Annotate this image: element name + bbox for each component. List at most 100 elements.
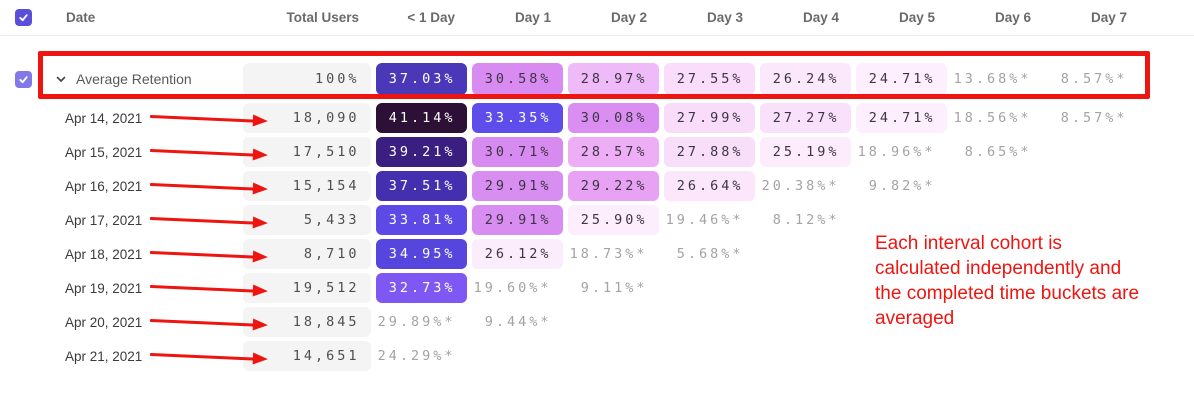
- cohort-date-label: Apr 17, 2021: [65, 212, 143, 228]
- retention-value-cell[interactable]: 37.03%: [375, 63, 467, 95]
- retention-value-cell[interactable]: 25.19%: [759, 137, 851, 167]
- retention-value-incomplete[interactable]: 19.46%*: [665, 212, 744, 228]
- column-header-day-3[interactable]: Day 3: [706, 10, 743, 25]
- column-header-day-5[interactable]: Day 5: [898, 10, 935, 25]
- header-gap: [0, 36, 1194, 57]
- column-header--1-day[interactable]: < 1 Day: [407, 10, 455, 25]
- column-header-day-6[interactable]: Day 6: [994, 10, 1031, 25]
- retention-value-cell[interactable]: 27.88%: [663, 137, 755, 167]
- retention-cell-slot: 41.14%: [373, 103, 469, 133]
- cohort-row[interactable]: Apr 16, 2021 15,154 37.51% 29.91% 29.22% 26.6…: [0, 169, 1194, 203]
- cohort-date-label: Apr 18, 2021: [65, 246, 143, 262]
- select-all-checkbox[interactable]: [15, 9, 32, 26]
- retention-value-incomplete[interactable]: 8.12%*: [772, 212, 840, 228]
- retention-value-incomplete[interactable]: 18.96%*: [857, 144, 936, 160]
- retention-cell-slot: 37.03%: [373, 63, 469, 95]
- retention-value-incomplete[interactable]: 20.38%*: [761, 178, 840, 194]
- retention-value-incomplete[interactable]: 9.44%*: [484, 314, 552, 330]
- column-header-day-1[interactable]: Day 1: [514, 10, 551, 25]
- cohort-date-label: Apr 15, 2021: [65, 144, 143, 160]
- retention-cell-slot: 8.57%*: [1045, 63, 1141, 95]
- chevron-down-icon[interactable]: [55, 73, 67, 85]
- cohort-row[interactable]: Apr 17, 2021 5,433 33.81% 29.91% 25.90% 19.46…: [0, 203, 1194, 237]
- retention-cell-slot: 28.97%: [565, 63, 661, 95]
- retention-value-cell[interactable]: 33.81%: [375, 205, 467, 235]
- retention-value-cell[interactable]: 39.21%: [375, 137, 467, 167]
- retention-cell-slot: 34.95%: [373, 239, 469, 269]
- retention-cell-slot: 28.57%: [565, 137, 661, 167]
- retention-value-cell[interactable]: 26.12%: [471, 239, 563, 269]
- cohort-row[interactable]: Apr 21, 2021 14,651 24.29%*: [0, 339, 1194, 373]
- retention-cell-slot: 19.60%*: [469, 273, 565, 303]
- retention-cell-slot: 18.56%*: [949, 103, 1045, 133]
- retention-cell-slot: 27.88%: [661, 137, 757, 167]
- retention-value-cell[interactable]: 30.71%: [471, 137, 563, 167]
- total-users-cell: 19,512: [242, 273, 371, 303]
- retention-value-cell[interactable]: 24.71%: [855, 103, 947, 133]
- average-row-checkbox[interactable]: [15, 70, 32, 88]
- retention-cell-slot: 13.68%*: [949, 63, 1045, 95]
- retention-cell-slot: 27.27%: [757, 103, 853, 133]
- retention-cell-slot: 37.51%: [373, 171, 469, 201]
- retention-value-incomplete[interactable]: 19.60%*: [473, 280, 552, 296]
- retention-value-incomplete[interactable]: 8.57%*: [1060, 71, 1128, 87]
- cohort-row[interactable]: Apr 14, 2021 18,090 41.14% 33.35% 30.08% 27.9…: [0, 101, 1194, 135]
- cohort-date-label: Apr 21, 2021: [65, 348, 143, 364]
- cohort-row[interactable]: Apr 15, 2021 17,510 39.21% 30.71% 28.57% 27.8…: [0, 135, 1194, 169]
- retention-value-cell[interactable]: 26.24%: [759, 63, 851, 95]
- retention-value-incomplete[interactable]: 8.57%*: [1060, 110, 1128, 126]
- retention-value-cell[interactable]: 29.22%: [567, 171, 659, 201]
- retention-cell-slot: 9.82%*: [853, 171, 949, 201]
- total-users-cell: 17,510: [242, 137, 371, 167]
- retention-value-cell[interactable]: 27.55%: [663, 63, 755, 95]
- retention-value-cell[interactable]: 29.91%: [471, 205, 563, 235]
- retention-cell-slot: 26.12%: [469, 239, 565, 269]
- retention-cell-slot: 32.73%: [373, 273, 469, 303]
- retention-value-incomplete[interactable]: 18.73%*: [569, 246, 648, 262]
- retention-cell-slot: 9.11%*: [565, 273, 661, 303]
- retention-value-cell[interactable]: 33.35%: [471, 103, 563, 133]
- column-header-day-4[interactable]: Day 4: [802, 10, 839, 25]
- check-icon: [19, 75, 28, 83]
- cohort-row[interactable]: Apr 18, 2021 8,710 34.95% 26.12% 18.73%* 5.68…: [0, 237, 1194, 271]
- cohort-row[interactable]: Apr 20, 2021 18,845 29.89%* 9.44%*: [0, 305, 1194, 339]
- retention-cell-slot: 8.12%*: [757, 205, 853, 235]
- retention-value-cell[interactable]: 34.95%: [375, 239, 467, 269]
- retention-value-incomplete[interactable]: 29.89%*: [377, 314, 456, 330]
- average-retention-row[interactable]: Average Retention 100% 37.03% 30.58% 28.97…: [0, 57, 1194, 101]
- retention-value-cell[interactable]: 28.97%: [567, 63, 659, 95]
- retention-cell-slot: 33.35%: [469, 103, 565, 133]
- retention-value-incomplete[interactable]: 9.82%*: [868, 178, 936, 194]
- column-header-date[interactable]: Date: [66, 10, 96, 25]
- retention-value-cell[interactable]: 27.99%: [663, 103, 755, 133]
- retention-value-incomplete[interactable]: 5.68%*: [676, 246, 744, 262]
- retention-cell-slot: 33.81%: [373, 205, 469, 235]
- column-header-day-2[interactable]: Day 2: [610, 10, 647, 25]
- retention-value-cell[interactable]: 25.90%: [567, 205, 659, 235]
- retention-value-cell[interactable]: 30.58%: [471, 63, 563, 95]
- retention-value-cell[interactable]: 27.27%: [759, 103, 851, 133]
- column-header-total-users[interactable]: Total Users: [286, 10, 359, 25]
- column-header-day-7[interactable]: Day 7: [1090, 10, 1127, 25]
- retention-value-cell[interactable]: 29.91%: [471, 171, 563, 201]
- retention-value-incomplete[interactable]: 18.56%*: [953, 110, 1032, 126]
- retention-cell-slot: 29.22%: [565, 171, 661, 201]
- retention-value-cell[interactable]: 32.73%: [375, 273, 467, 303]
- retention-value-cell[interactable]: 28.57%: [567, 137, 659, 167]
- retention-cell-slot: 20.38%*: [757, 171, 853, 201]
- table-header-row: Date Total Users < 1 Day Day 1 Day 2 Day 3 D…: [0, 0, 1194, 36]
- retention-value-cell[interactable]: 26.64%: [663, 171, 755, 201]
- retention-cell-slot: 25.90%: [565, 205, 661, 235]
- retention-value-incomplete[interactable]: 8.65%*: [964, 144, 1032, 160]
- retention-value-cell[interactable]: 30.08%: [567, 103, 659, 133]
- retention-value-incomplete[interactable]: 13.68%*: [953, 71, 1032, 87]
- retention-value-cell[interactable]: 24.71%: [855, 63, 947, 95]
- cohort-row[interactable]: Apr 19, 2021 19,512 32.73% 19.60%* 9.11%*: [0, 271, 1194, 305]
- total-users-cell: 18,845: [242, 307, 371, 337]
- retention-value-incomplete[interactable]: 24.29%*: [377, 348, 456, 364]
- retention-value-cell[interactable]: 41.14%: [375, 103, 467, 133]
- retention-value-incomplete[interactable]: 9.11%*: [580, 280, 648, 296]
- retention-value-cell[interactable]: 37.51%: [375, 171, 467, 201]
- cohort-date-label: Apr 16, 2021: [65, 178, 143, 194]
- retention-cell-slot: 18.96%*: [853, 137, 949, 167]
